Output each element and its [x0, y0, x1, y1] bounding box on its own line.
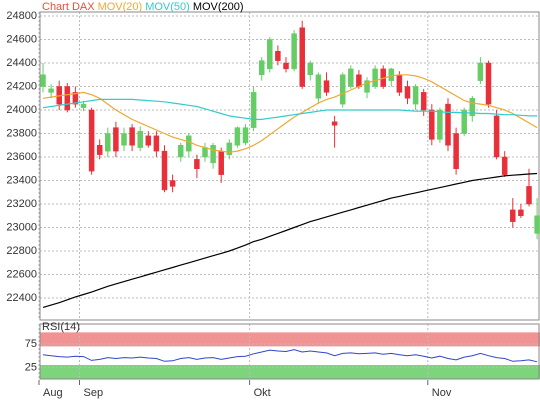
candle-body: [105, 133, 111, 152]
y-tick-label: 23800: [6, 127, 37, 139]
legend-entry: MOV(200): [193, 1, 244, 13]
y-tick-label: 22800: [6, 245, 37, 257]
candle-body: [412, 86, 419, 105]
y-tick-label: 23400: [6, 174, 37, 186]
candle-body: [291, 33, 297, 70]
candle-body: [218, 150, 224, 175]
candle-body: [169, 180, 176, 187]
legend-entry: Chart DAX: [42, 1, 95, 13]
y-tick-label: 24400: [6, 57, 37, 69]
candle-body: [96, 145, 103, 155]
candle-body: [88, 109, 95, 172]
candle-body: [64, 86, 71, 111]
candle-body: [186, 135, 192, 152]
y-tick-label: 23000: [6, 221, 37, 233]
candle-body: [323, 80, 330, 93]
candle-body: [372, 68, 378, 87]
candle-body: [210, 145, 216, 164]
plot-frame: [39, 323, 540, 380]
rsi-band: [40, 332, 540, 347]
candle-body: [510, 209, 516, 222]
candle-body: [275, 50, 281, 61]
x-tick-label: Nov: [432, 387, 452, 399]
legend-entry: MOV(50): [145, 1, 190, 13]
candle-body: [331, 121, 338, 126]
candle-body: [534, 215, 540, 234]
candle-body: [48, 88, 54, 93]
legend-entry: MOV(20): [98, 1, 143, 13]
y-tick-label: 22400: [6, 292, 37, 304]
candle-body: [121, 133, 127, 146]
candle-body: [339, 74, 346, 105]
candle-body: [404, 86, 411, 99]
y-tick-label: 24600: [6, 33, 37, 45]
candle-body: [177, 145, 184, 158]
candle-body: [469, 98, 476, 117]
candle-body: [437, 109, 443, 140]
x-tick-label: Aug: [43, 387, 63, 399]
candle-body: [242, 127, 249, 144]
candle-body: [80, 103, 87, 108]
y-tick-label: 24200: [6, 80, 37, 92]
moving-average: [42, 98, 538, 120]
candle-body: [145, 135, 152, 146]
y-tick-label: 75: [25, 338, 37, 350]
candle-body: [161, 150, 168, 191]
candle-body: [137, 130, 143, 148]
y-tick-label: 24000: [6, 104, 37, 116]
rsi-line: [42, 349, 538, 363]
candle-body: [526, 186, 532, 205]
x-tick-label: Okt: [254, 387, 271, 399]
candle-body: [356, 74, 362, 87]
candle-body: [153, 135, 160, 152]
candle-body: [364, 80, 370, 93]
candle-body: [113, 127, 119, 152]
candle-body: [518, 209, 524, 217]
candle-body: [445, 103, 451, 146]
candle-body: [485, 62, 492, 105]
candle-body: [299, 27, 305, 87]
candle-body: [493, 115, 500, 158]
candle-body: [226, 142, 233, 155]
y-tick-label: 23600: [6, 151, 37, 163]
candle-body: [129, 127, 135, 146]
candle-body: [388, 68, 395, 81]
candle-body: [250, 92, 257, 128]
rsi-band: [40, 365, 540, 379]
candle-body: [307, 62, 314, 76]
candle-body: [420, 92, 427, 111]
y-tick-label: 23200: [6, 198, 37, 210]
x-tick-label: Sep: [84, 387, 104, 399]
candle-body: [194, 159, 200, 170]
candle-body: [40, 74, 46, 87]
candle-body: [348, 68, 354, 87]
candle-body: [283, 62, 289, 70]
candle-body: [396, 74, 403, 93]
panel-label: RSI(14): [42, 321, 80, 333]
candle-body: [461, 109, 467, 134]
candle-body: [258, 60, 265, 76]
candle-body: [72, 92, 79, 105]
candle-body: [267, 39, 273, 70]
candle-body: [477, 62, 484, 81]
candle-body: [453, 133, 459, 170]
candle-body: [202, 147, 208, 158]
moving-average: [42, 172, 538, 308]
moving-average: [42, 74, 538, 153]
plot-frame: [39, 11, 540, 321]
candle-body: [501, 156, 508, 175]
candle-body: [429, 109, 435, 140]
candle-body: [234, 127, 241, 146]
candle-body: [315, 74, 322, 99]
y-tick-label: 25: [25, 361, 37, 373]
y-tick-label: 22600: [6, 268, 37, 280]
y-tick-label: 24800: [6, 10, 37, 22]
